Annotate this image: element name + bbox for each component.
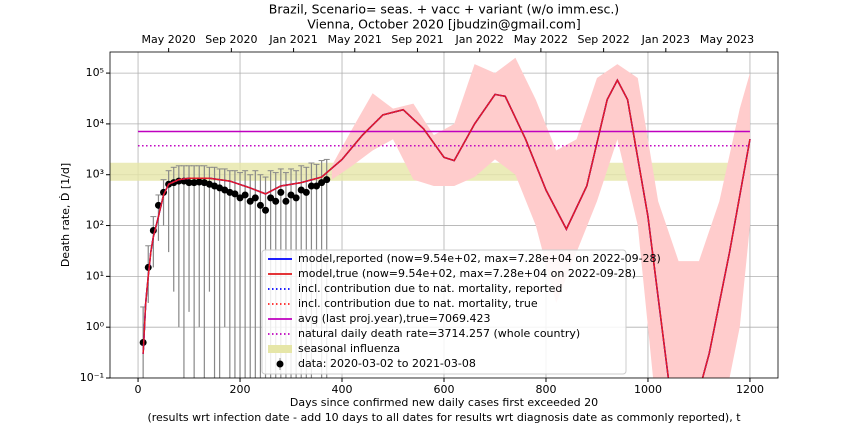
x-tick-label: 1200 — [736, 383, 764, 396]
chart-subtitle: Vienna, October 2020 [jbudzin@gmail.com] — [307, 17, 581, 32]
top-x-tick-label: Sep 2021 — [391, 33, 443, 46]
y-tick-label: 10⁵ — [86, 66, 104, 79]
model-line — [142, 78, 751, 378]
legend-label: incl. contribution due to nat. mortality… — [298, 282, 562, 295]
data-point — [195, 178, 203, 186]
legend-label: incl. contribution due to nat. mortality… — [298, 297, 538, 310]
data-point — [267, 194, 275, 202]
y-tick-label: 10⁰ — [86, 320, 105, 333]
legend-swatch — [268, 345, 292, 353]
y-tick-label: 10³ — [86, 168, 104, 181]
top-x-tick-label: May 2023 — [700, 33, 754, 46]
legend-label: natural daily death rate=3714.257 (whole… — [298, 327, 580, 340]
data-point — [246, 197, 254, 205]
y-tick-label: 10⁴ — [86, 117, 105, 130]
x-tick-label: 0 — [135, 383, 142, 396]
data-point — [256, 201, 264, 209]
legend-swatch — [276, 360, 284, 368]
data-point — [282, 197, 290, 205]
uncertainty-band — [331, 57, 750, 378]
x-axis-label: Days since confirmed new daily cases fir… — [290, 396, 598, 409]
legend-label: data: 2020-03-02 to 2021-03-08 — [298, 357, 476, 370]
legend-box — [261, 249, 627, 375]
data-point — [302, 188, 310, 196]
x-axis-note: (results wrt infection date - add 10 day… — [147, 411, 741, 424]
x-tick-label: 800 — [535, 383, 556, 396]
y-tick-label: 10¹ — [86, 269, 104, 282]
data-point — [262, 206, 270, 214]
data-point — [307, 182, 315, 190]
data-point — [318, 179, 326, 187]
x-tick-label: 600 — [434, 383, 455, 396]
data-point — [313, 182, 321, 190]
data-point — [277, 188, 285, 196]
data-point — [236, 194, 244, 202]
data-point — [185, 179, 193, 187]
data-point — [231, 190, 239, 198]
top-x-tick-label: May 2022 — [514, 33, 568, 46]
y-tick-label: 10⁻¹ — [80, 371, 104, 384]
legend-label: model,reported (now=9.54e+02, max=7.28e+… — [298, 252, 661, 265]
top-x-tick-label: Sep 2020 — [205, 33, 257, 46]
x-tick-label: 200 — [230, 383, 251, 396]
top-x-tick-label: Jan 2021 — [268, 33, 317, 46]
data-point — [190, 179, 198, 187]
x-tick-label: 1000 — [634, 383, 662, 396]
data-point — [323, 176, 331, 184]
chart-title: Brazil, Scenario= seas. + vacc + variant… — [269, 2, 619, 17]
data-point — [272, 197, 280, 205]
data-point — [292, 194, 300, 202]
data-point — [241, 191, 249, 199]
legend-label: avg (last proj.year),true=7069.423 — [298, 312, 491, 325]
top-x-tick-label: May 2021 — [328, 33, 382, 46]
top-x-tick-label: Jan 2023 — [641, 33, 690, 46]
y-axis-label: Death rate, Ḋ [1/d] — [59, 163, 72, 267]
top-x-tick-label: May 2020 — [142, 33, 196, 46]
x-tick-label: 400 — [332, 383, 353, 396]
legend-label: seasonal influenza — [298, 342, 400, 355]
top-x-tick-label: Sep 2022 — [577, 33, 629, 46]
legend-label: model,true (now=9.54e+02, max=7.28e+04 o… — [298, 267, 636, 280]
data-point — [251, 194, 259, 202]
y-tick-label: 10² — [86, 219, 104, 232]
top-x-tick-label: Jan 2022 — [454, 33, 503, 46]
data-point — [287, 191, 295, 199]
